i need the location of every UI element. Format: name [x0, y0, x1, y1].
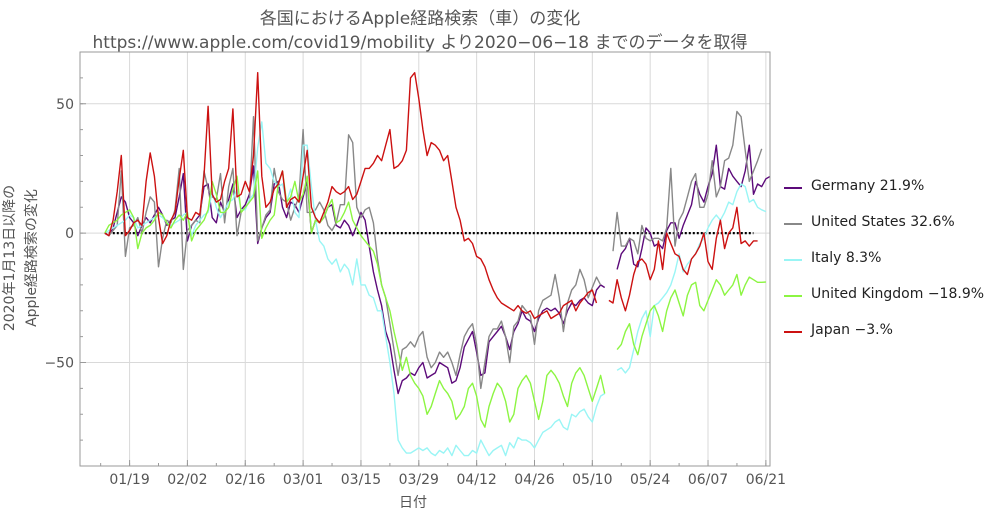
x-tick-label: 03/01	[283, 472, 323, 488]
x-tick-label: 01/19	[109, 472, 149, 488]
x-tick-label: 05/10	[572, 472, 612, 488]
x-tick-label: 06/07	[688, 472, 728, 488]
chart-title: 各国におけるApple経路検索（車）の変化	[259, 9, 581, 29]
y-axis-label-line1: 2020年1月13日以降の	[2, 185, 18, 331]
y-tick-label: −50	[44, 356, 74, 372]
legend-swatch	[784, 331, 802, 333]
x-tick-label: 06/21	[746, 472, 786, 488]
x-axis-label: 日付	[399, 495, 427, 511]
y-tick-label: 50	[56, 97, 74, 113]
x-tick-label: 04/12	[456, 472, 496, 488]
legend-label: Italy 8.3%	[811, 250, 882, 266]
legend-label: Germany 21.9%	[811, 178, 925, 194]
x-tick-label: 05/24	[630, 472, 670, 488]
series-layer	[104, 72, 771, 457]
x-tick-label: 02/16	[225, 472, 265, 488]
y-tick-label: 0	[65, 226, 74, 242]
y-axis-label-line2: Apple経路検索の変化	[23, 189, 40, 327]
chart-subtitle: https://www.apple.com/covid19/mobility よ…	[92, 33, 748, 53]
x-tick-label: 04/26	[514, 472, 554, 488]
legend-swatch	[784, 223, 802, 225]
x-tick-label: 03/15	[341, 472, 381, 488]
series-line-0	[104, 144, 771, 395]
legend-label: United Kingdom −18.9%	[811, 286, 985, 302]
legend-label: Japan −3.%	[811, 322, 893, 338]
legend-swatch	[784, 187, 802, 189]
series-line-1	[104, 110, 763, 390]
legend-swatch	[784, 259, 802, 261]
legend-swatch	[784, 295, 802, 297]
x-tick-label: 03/29	[399, 472, 439, 488]
legend-label: United States 32.6%	[811, 214, 955, 230]
x-tick-label: 02/02	[167, 472, 207, 488]
series-line-4	[104, 72, 758, 320]
series-line-3	[104, 170, 766, 428]
tick-layer: 01/19 02/02 02/16 03/01 03/15 03/29 04/12 04/26…	[44, 77, 786, 488]
